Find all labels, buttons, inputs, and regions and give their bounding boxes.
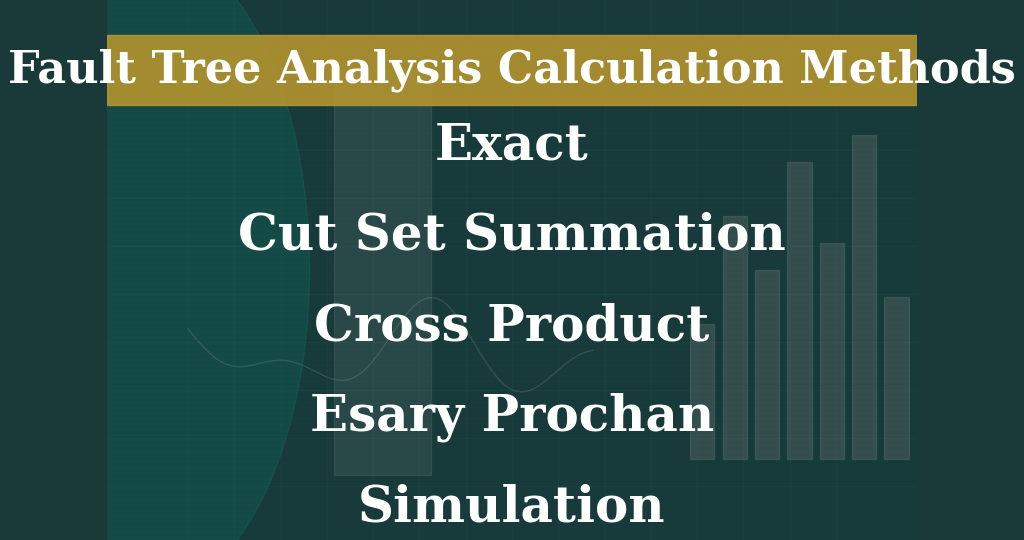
- Bar: [755, 270, 779, 459]
- Text: Cross Product: Cross Product: [314, 302, 710, 351]
- Bar: [852, 135, 877, 459]
- FancyBboxPatch shape: [108, 35, 916, 105]
- Text: Esary Prochan: Esary Prochan: [310, 393, 714, 442]
- Text: Cut Set Summation: Cut Set Summation: [239, 212, 785, 261]
- Text: Fault Tree Analysis Calculation Methods: Fault Tree Analysis Calculation Methods: [8, 49, 1016, 92]
- Bar: [334, 70, 431, 475]
- Bar: [723, 216, 746, 459]
- Ellipse shape: [0, 0, 309, 540]
- Text: Simulation: Simulation: [358, 483, 666, 532]
- Text: Exact: Exact: [435, 122, 589, 170]
- Bar: [885, 297, 908, 459]
- Bar: [787, 162, 812, 459]
- Bar: [819, 243, 844, 459]
- Bar: [690, 324, 715, 459]
